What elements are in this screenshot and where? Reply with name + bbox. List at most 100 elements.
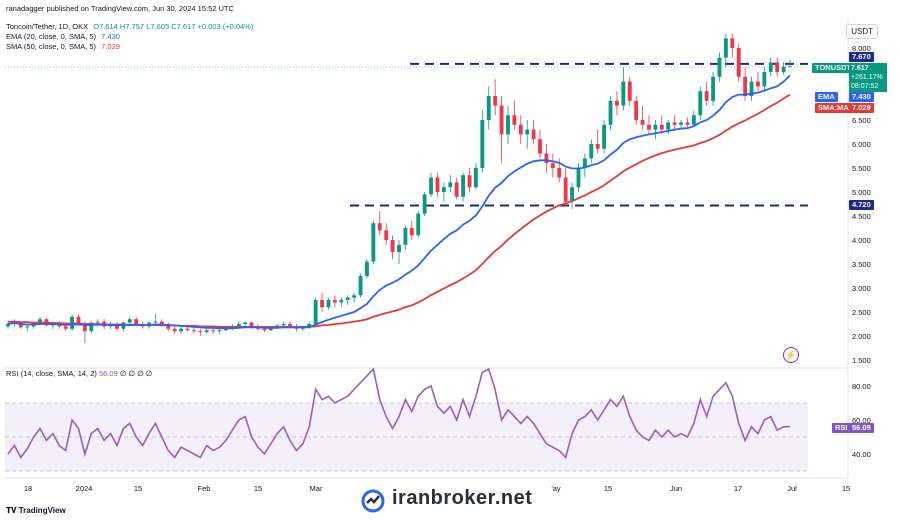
legend-ohlc: O7.614 H7.757 L7.605 C7.617 +0.003 (+0.0… [93, 22, 254, 31]
candle-body [627, 81, 632, 101]
legend-rsi-label: RSI (14, close, SMA, 14, 2) [6, 369, 97, 378]
legend-ema-row: EMA (20, close, 0, SMA, 5) 7.430 [6, 32, 123, 42]
tradingview-logo[interactable]: 𝐓𝐕 TradingView [6, 506, 66, 516]
candle-body [589, 144, 594, 159]
legend-sma-value: 7.029 [101, 42, 120, 51]
candle-body [506, 115, 510, 135]
candle-body [320, 300, 325, 308]
candle-body [422, 194, 427, 214]
candle-body [89, 322, 94, 332]
candle-body [544, 153, 549, 164]
candle-body [352, 295, 357, 298]
candle-body [191, 330, 196, 332]
y-tick-label: 6.500 [852, 116, 871, 125]
candle-body [768, 62, 773, 72]
candle-body [377, 223, 382, 231]
candle-body [95, 321, 100, 323]
candle-body [634, 100, 639, 120]
candle-body [730, 38, 735, 48]
currency-button[interactable]: USDT [846, 24, 878, 39]
candle-body [461, 175, 466, 197]
candle-body [679, 122, 683, 125]
candle-body [179, 328, 183, 332]
candle-body [743, 76, 748, 96]
candle-body [698, 91, 703, 116]
legend-symbol-row: Toncoin/Tether, 1D, OKX O7.614 H7.757 L7… [6, 22, 256, 32]
watermark: iranbroker.net [392, 487, 533, 509]
candle-body [134, 319, 139, 324]
candle-body [615, 100, 619, 106]
tv-brand-label: TradingView [18, 506, 66, 515]
y-tick-label: 8.000 [852, 44, 871, 53]
candle-body [602, 124, 607, 149]
candle-body [281, 324, 286, 326]
candle-body [397, 244, 401, 252]
ema-line [7, 74, 791, 330]
y-tick-label: 2.000 [852, 332, 871, 341]
candle-body [313, 300, 318, 324]
candle-body [512, 115, 517, 125]
candle-body [473, 168, 478, 188]
y-tick-label: 4.000 [852, 236, 871, 245]
y-tick-label: 4.500 [852, 212, 871, 221]
candle-body [25, 326, 30, 328]
price-tag-value: 7.617 [851, 65, 869, 72]
candle-body [288, 324, 292, 327]
lightning-icon[interactable]: ⚡ [783, 347, 799, 363]
legend-symbol: Toncoin/Tether, 1D, OKX [6, 22, 89, 31]
candle-body [550, 163, 555, 168]
y-tick-label: 5.000 [852, 188, 871, 197]
candle-body [224, 328, 228, 331]
candle-body [153, 321, 158, 323]
candle-body [236, 324, 241, 327]
candle-body [711, 76, 716, 101]
candle-body [115, 324, 119, 329]
candle-body [499, 105, 504, 135]
legend-rsi-row: RSI (14, close, SMA, 14, 2) 56.09 ∅ ∅ ∅ … [6, 369, 152, 378]
candle-body [332, 300, 337, 303]
candle-body [538, 139, 542, 154]
candle-body [672, 122, 677, 125]
candle-body [736, 48, 741, 77]
candle-body [576, 168, 581, 188]
x-tick-label: Jun [670, 484, 682, 493]
candle-body [557, 168, 562, 178]
x-tick-label: Feb [198, 484, 211, 493]
price-tag-change: +261.17% [851, 74, 883, 81]
y-tick-label: 3.000 [852, 284, 871, 293]
candle-body [76, 316, 81, 324]
candle-body [63, 326, 68, 329]
candle-body [486, 96, 491, 120]
rsi-tick-label: 80.00 [852, 382, 871, 391]
candle-body [390, 240, 395, 252]
price-tag-countdown: 08:07:52 [851, 83, 879, 90]
candle-body [775, 62, 780, 72]
level-low-tag: 4.720 [849, 200, 874, 210]
candle-body [595, 144, 600, 149]
candle-body [198, 331, 203, 333]
candle-body [525, 129, 530, 135]
candle-body [82, 324, 87, 332]
x-tick-label: 18 [24, 484, 32, 493]
level-high-tag: 7.670 [849, 52, 874, 62]
candle-body [621, 81, 626, 106]
candle-body [365, 261, 369, 276]
candle-body [172, 328, 177, 332]
candle-body [435, 177, 440, 192]
candle-body [38, 319, 42, 323]
x-tick-label: Jul [787, 484, 797, 493]
candle-body [723, 38, 728, 58]
x-tick-label: 17 [734, 484, 742, 493]
candle-body [570, 187, 574, 202]
candle-body [339, 300, 344, 303]
candle-body [691, 115, 696, 125]
candle-body [518, 124, 523, 135]
candle-body [608, 100, 613, 125]
publisher-line: ranadagger published on TradingView.com,… [6, 4, 234, 13]
ticker-tag: TONUSDT [812, 63, 855, 73]
legend-ema-value: 7.430 [101, 32, 120, 41]
candle-body [685, 122, 690, 125]
candle-body [268, 327, 273, 331]
candle-body [788, 66, 792, 68]
